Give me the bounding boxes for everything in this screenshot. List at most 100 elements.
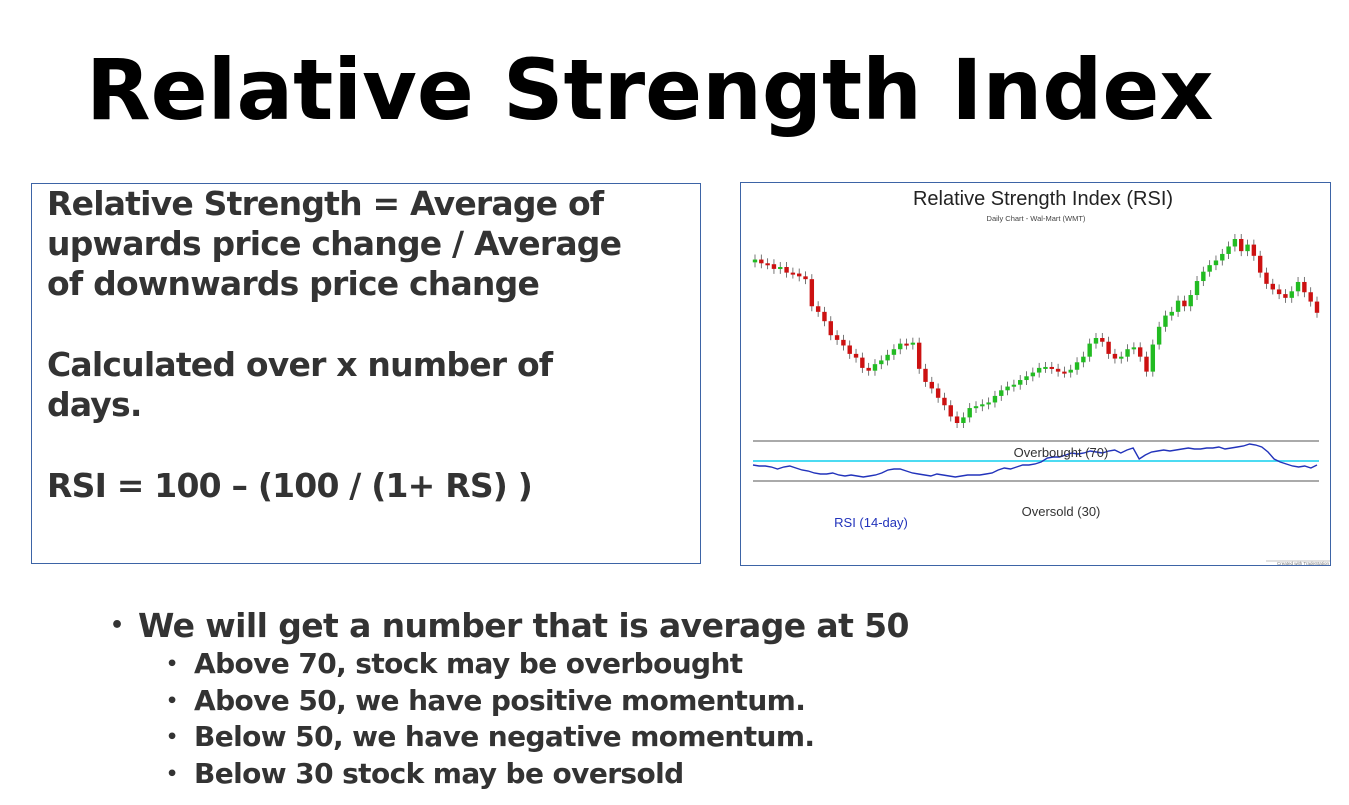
candle-body bbox=[797, 273, 802, 277]
overbought-label: Overbought (70) bbox=[1014, 445, 1109, 460]
bullet-marker: • bbox=[110, 613, 124, 638]
candle-body bbox=[1308, 292, 1313, 302]
candle-body bbox=[1295, 281, 1301, 292]
chart-title: Relative Strength Index (RSI) bbox=[913, 188, 1173, 210]
candle-body bbox=[973, 406, 979, 409]
candle-body bbox=[954, 416, 960, 423]
bullet-item: • We will get a number that is average at… bbox=[110, 606, 909, 646]
candle-body bbox=[942, 397, 947, 406]
definition-line: Relative Strength = Average of bbox=[47, 184, 604, 223]
candle-body bbox=[1276, 289, 1282, 295]
price-candles bbox=[752, 234, 1320, 428]
bullet-marker: • bbox=[166, 726, 178, 748]
candle-body bbox=[1137, 347, 1143, 357]
rsi-chart-image: Relative Strength Index (RSI) Daily Char… bbox=[740, 182, 1331, 566]
candle-body bbox=[834, 335, 840, 340]
candle-body bbox=[1043, 366, 1048, 369]
candle-body bbox=[1100, 338, 1105, 342]
candle-body bbox=[860, 357, 865, 368]
candle-body bbox=[1144, 356, 1149, 372]
bullet-text: Below 50, we have negative momentum. bbox=[194, 720, 815, 753]
candle-body bbox=[1245, 244, 1250, 252]
key-points-list: • We will get a number that is average at… bbox=[110, 606, 909, 792]
candle-body bbox=[1188, 295, 1193, 307]
candle-body bbox=[752, 259, 758, 263]
candle-body bbox=[1283, 294, 1288, 298]
candle-body bbox=[891, 349, 897, 355]
candle-body bbox=[841, 339, 846, 346]
candle-body bbox=[1087, 343, 1092, 357]
candle-body bbox=[1194, 281, 1200, 296]
rsi-formula: RSI = 100 – (100 / (1+ RS) ) bbox=[47, 466, 533, 505]
candle-body bbox=[1030, 372, 1036, 377]
candle-body bbox=[916, 342, 922, 369]
candle-body bbox=[771, 264, 777, 269]
candle-body bbox=[1251, 244, 1257, 256]
candle-body bbox=[1036, 367, 1042, 373]
candle-body bbox=[1150, 344, 1156, 372]
bullet-item: • Above 50, we have positive momentum. bbox=[110, 683, 909, 720]
candle-body bbox=[790, 272, 796, 275]
candle-body bbox=[759, 259, 764, 264]
rsi-chart-svg: Relative Strength Index (RSI) Daily Char… bbox=[752, 188, 1330, 565]
candle-body bbox=[1062, 371, 1067, 374]
definition-line: upwards price change / Average bbox=[47, 224, 622, 263]
candle-body bbox=[1264, 272, 1269, 284]
rsi-series-label: RSI (14-day) bbox=[834, 515, 908, 530]
candle-body bbox=[1011, 384, 1017, 387]
bullet-marker: • bbox=[166, 653, 178, 675]
candle-body bbox=[853, 353, 859, 358]
candle-body bbox=[809, 279, 815, 307]
rsi-definition-box: Relative Strength = Average of upwards p… bbox=[31, 183, 701, 564]
candle-body bbox=[1201, 271, 1206, 282]
candle-body bbox=[1125, 349, 1130, 357]
bullet-text: Below 30 stock may be oversold bbox=[194, 756, 684, 790]
rsi-panel bbox=[752, 440, 1319, 482]
candle-body bbox=[1169, 311, 1174, 316]
candle-body bbox=[1156, 326, 1162, 345]
candle-body bbox=[898, 343, 903, 350]
bullet-item: • Above 70, stock may be overbought bbox=[110, 646, 909, 683]
candle-body bbox=[1131, 347, 1137, 350]
candle-body bbox=[910, 342, 916, 345]
candle-body bbox=[1055, 368, 1061, 372]
bullet-marker: • bbox=[166, 762, 178, 785]
candle-body bbox=[1068, 369, 1073, 373]
candle-body bbox=[1163, 315, 1168, 327]
candle-body bbox=[1314, 301, 1320, 313]
candle-body bbox=[815, 306, 821, 312]
candle-body bbox=[822, 311, 827, 322]
candle-body bbox=[1024, 376, 1029, 381]
candle-body bbox=[1232, 239, 1238, 247]
bullet-item: • Below 30 stock may be oversold bbox=[110, 756, 909, 793]
definition-line: of downwards price change bbox=[47, 264, 540, 303]
candle-body bbox=[1302, 281, 1307, 293]
candle-body bbox=[1207, 265, 1212, 272]
definition-line: days. bbox=[47, 385, 142, 424]
candle-body bbox=[904, 343, 909, 346]
candle-body bbox=[1213, 260, 1219, 266]
candle-body bbox=[980, 404, 985, 407]
rsi-series-line bbox=[752, 443, 1318, 478]
oversold-label: Oversold (30) bbox=[1022, 504, 1101, 519]
candle-body bbox=[1093, 338, 1099, 344]
candle-body bbox=[1018, 380, 1023, 385]
candle-body bbox=[765, 263, 770, 266]
candle-body bbox=[929, 381, 935, 389]
candle-body bbox=[1270, 283, 1275, 290]
candle-body bbox=[1220, 253, 1225, 261]
bullet-marker: • bbox=[166, 689, 178, 712]
candle-body bbox=[1112, 353, 1118, 359]
candle-body bbox=[803, 276, 808, 280]
definition-line: Calculated over x number of bbox=[47, 345, 553, 384]
candle-body bbox=[992, 395, 998, 403]
candle-body bbox=[923, 368, 928, 382]
slide-title: Relative Strength Index bbox=[86, 41, 1214, 139]
candle-body bbox=[872, 364, 878, 371]
candle-body bbox=[1074, 362, 1080, 370]
candle-body bbox=[879, 360, 884, 365]
candle-body bbox=[935, 388, 941, 398]
bullet-item: • Below 50, we have negative momentum. bbox=[110, 719, 909, 756]
candle-body bbox=[1081, 356, 1086, 363]
candle-body bbox=[948, 405, 953, 417]
